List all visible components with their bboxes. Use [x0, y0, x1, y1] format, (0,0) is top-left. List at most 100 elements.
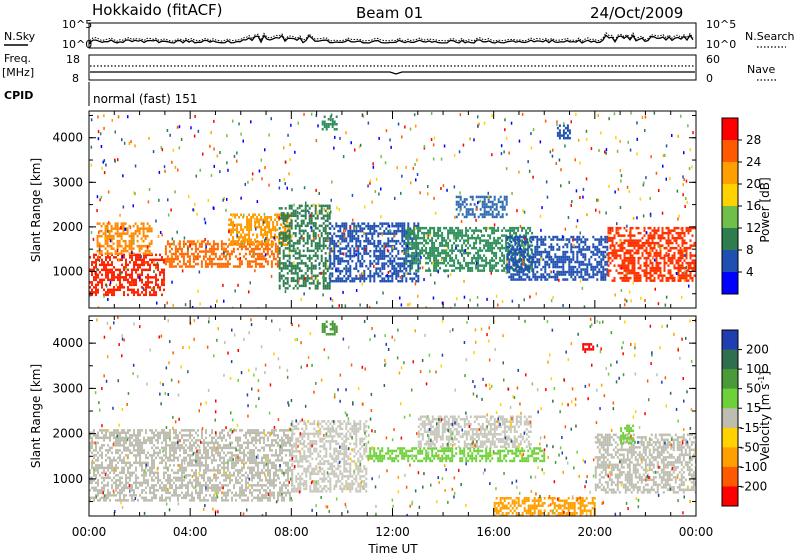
- scatter-noise: [89, 111, 696, 308]
- colorbar-tick-label: 100: [746, 362, 769, 376]
- colorbar-segment: [722, 206, 738, 229]
- velocity-data-layer: [89, 316, 696, 516]
- data-region-6: [321, 320, 338, 336]
- n-search-trace: [89, 32, 694, 43]
- noise-right-tick-bottom: 10^0: [706, 38, 736, 51]
- data-region-10: [321, 115, 338, 131]
- beam-title: Beam 01: [356, 4, 423, 22]
- velocity-panel: 1000 2000 3000 4000 Slant Range [km] 200 100…: [29, 315, 772, 517]
- n-search-label: N.Search: [745, 30, 795, 43]
- noise-left-tick-bottom: 10^0: [62, 38, 92, 51]
- colorbar-tick-label: 15: [746, 401, 761, 415]
- cpid-label: CPID: [4, 89, 33, 102]
- cpid-panel: CPID normal (fast) 151: [4, 82, 197, 106]
- colorbar-segment: [722, 184, 738, 207]
- power-x-ticks: [88, 111, 697, 308]
- x-tick-label: 00:00: [679, 525, 714, 539]
- data-region-5: [329, 222, 420, 283]
- noise-left-tick-top: 10^5: [62, 18, 92, 31]
- n-sky-label: N.Sky: [4, 30, 36, 43]
- colorbar-tick-label: 16: [746, 199, 761, 213]
- colorbar-segment: [722, 228, 738, 251]
- data-region-0: [89, 253, 165, 297]
- x-tick-label: 20:00: [578, 525, 613, 539]
- data-region-0: [89, 429, 293, 502]
- data-region-8: [582, 343, 595, 354]
- x-axis-label: Time UT: [367, 542, 418, 554]
- cpid-value: normal (fast) 151: [93, 92, 197, 106]
- velocity-colorbar: 200 100 50 15 -15 -50 -100 -200: [721, 329, 769, 507]
- data-region-4: [278, 204, 331, 290]
- colorbar-tick-label: -50: [740, 440, 760, 454]
- data-region-3: [417, 415, 532, 448]
- power-panel: 1000 2000 3000 4000 Slant Range [km] 28 24 20…: [29, 110, 772, 309]
- colorbar-tick-label: -100: [740, 460, 767, 474]
- nave-label: Nave: [747, 63, 775, 76]
- y-tick-label: 2000: [52, 427, 83, 441]
- data-region-4: [493, 497, 596, 516]
- colorbar-segment: [722, 330, 738, 351]
- colorbar-tick-label: 200: [746, 343, 769, 357]
- colorbar-tick-label: -15: [740, 421, 760, 435]
- x-tick-label: 12:00: [375, 525, 410, 539]
- freq-panel: Freq. [MHz] 18 8 60 0 Nave: [2, 52, 776, 85]
- velocity-y-axis-label: Slant Range [km]: [29, 364, 43, 468]
- nave-tick-bottom: 0: [706, 72, 713, 85]
- freq-label: Freq.: [4, 52, 31, 65]
- colorbar-segment: [722, 250, 738, 273]
- power-y-axis-label: Slant Range [km]: [29, 158, 43, 262]
- y-tick-label: 4000: [52, 336, 83, 350]
- velocity-x-ticks: [88, 316, 697, 516]
- colorbar-segment: [722, 118, 738, 141]
- colorbar-tick-label: 50: [746, 382, 761, 396]
- colorbar-tick-label: 4: [746, 265, 754, 279]
- y-tick-label: 3000: [52, 175, 83, 189]
- y-tick-label: 3000: [52, 381, 83, 395]
- noise-frame: [88, 22, 697, 49]
- colorbar-frame: [721, 329, 739, 507]
- colorbar-tick-label: 12: [746, 221, 761, 235]
- colorbar-tick-label: 8: [746, 243, 754, 257]
- date-title: 24/Oct/2009: [590, 4, 683, 22]
- site-title: Hokkaido (fitACF): [92, 1, 223, 19]
- y-tick-label: 1000: [52, 472, 83, 486]
- colorbar-segment: [722, 349, 738, 370]
- x-tick-label: 16:00: [476, 525, 511, 539]
- x-tick-label: 04:00: [173, 525, 208, 539]
- power-data-layer: [89, 111, 696, 308]
- power-colorbar-label: Power [dB]: [758, 177, 772, 242]
- data-region-7: [455, 195, 508, 219]
- n-sky-trace: [89, 34, 694, 44]
- data-region-5: [594, 433, 696, 494]
- colorbar-segment: [722, 447, 738, 468]
- data-region-2: [367, 447, 546, 463]
- velocity-colorbar-label: Velocity [m s-1]: [757, 371, 772, 461]
- colorbar-segment: [722, 272, 738, 295]
- data-region-9: [607, 226, 696, 282]
- colorbar-tick-label: 28: [746, 133, 761, 147]
- noise-right-tick-top: 10^5: [706, 18, 736, 31]
- colorbar-segment: [722, 466, 738, 487]
- y-tick-label: 4000: [52, 131, 83, 145]
- noise-panel: N.Sky 10^5 10^0 10^5 10^0 N.Search: [4, 18, 795, 51]
- colorbar-tick-label: 20: [746, 177, 761, 191]
- velocity-y-ticks: 1000 2000 3000 4000: [52, 320, 696, 503]
- colorbar-segment: [722, 140, 738, 163]
- x-tick-label: 00:00: [72, 525, 107, 539]
- data-region-2: [164, 240, 279, 268]
- data-region-7: [620, 424, 635, 445]
- colorbar-tick-label: -200: [740, 479, 767, 493]
- power-colorbar: 28 24 20 16 12 8 4: [721, 117, 761, 295]
- colorbar-segment: [722, 427, 738, 448]
- freq-frame: [88, 54, 697, 81]
- colorbar-segment: [722, 369, 738, 390]
- y-tick-label: 2000: [52, 220, 83, 234]
- time-axis-labels: 00:00 04:00 08:00 12:00 16:00 20:00 00:00: [72, 525, 714, 539]
- freq-unit-label: [MHz]: [2, 66, 34, 79]
- y-tick-label: 1000: [52, 264, 83, 278]
- colorbar-tick-label: 24: [746, 155, 761, 169]
- data-region-11: [556, 124, 571, 140]
- colorbar-segment: [722, 162, 738, 185]
- colorbar-segment: [722, 486, 738, 507]
